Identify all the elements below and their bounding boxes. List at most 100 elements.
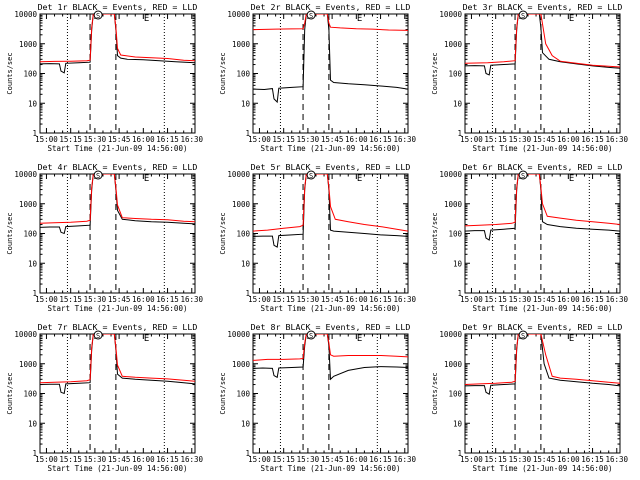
x-tick-label: 15:15 (59, 135, 82, 144)
y-tick-label: 10 (28, 259, 38, 268)
y-tick-label: 1000 (19, 200, 38, 209)
start-marker-label: S (96, 332, 100, 340)
end-marker-label: E (569, 174, 574, 184)
y-tick-label: 100 (236, 70, 250, 79)
end-marker-label: E (357, 174, 362, 184)
x-tick-label: 15:00 (460, 295, 483, 304)
y-axis-label: Counts/sec (6, 52, 14, 94)
x-tick-label: 16:00 (132, 295, 155, 304)
x-tick-label: 16:00 (345, 455, 368, 464)
y-axis-label: Counts/sec (6, 372, 14, 414)
y-tick-label: 10 (241, 99, 251, 108)
y-axis-label: Counts/sec (219, 52, 227, 94)
x-tick-label: 16:30 (605, 455, 628, 464)
end-marker-label: E (144, 14, 149, 24)
chart-panel: Det 4r BLACK = Events, RED = LLD 1 10 100 10… (6, 162, 204, 313)
x-axis-label: Start Time (21-Jun-09 14:56:00) (48, 464, 188, 473)
y-tick-label: 10 (241, 259, 251, 268)
start-marker (93, 10, 103, 20)
x-tick-label: 16:30 (605, 135, 628, 144)
x-tick-label: 15:30 (84, 455, 107, 464)
series-lld-line (40, 334, 195, 384)
plot-frame (464, 173, 621, 294)
y-tick-label: 1 (245, 449, 250, 458)
end-marker-label: E (357, 334, 362, 344)
y-tick-label: 10000 (439, 170, 462, 179)
x-tick-label: 15:00 (35, 135, 58, 144)
series-lld-line (465, 334, 620, 385)
y-tick-label: 1 (32, 129, 37, 138)
chart-title: Det 1r BLACK = Events, RED = LLD (38, 2, 198, 12)
y-tick-label: 1000 (232, 360, 251, 369)
x-tick-label: 15:45 (533, 455, 556, 464)
chart-panel: Det 1r BLACK = Events, RED = LLD 1 10 100 10… (6, 2, 204, 153)
x-tick-label: 16:15 (156, 455, 179, 464)
x-tick-label: 15:15 (484, 135, 507, 144)
x-tick-label: 16:00 (345, 135, 368, 144)
x-tick-label: 16:15 (369, 135, 392, 144)
y-tick-label: 1 (32, 449, 37, 458)
x-axis-label: Start Time (21-Jun-09 14:56:00) (473, 144, 613, 153)
series-events-line (465, 14, 620, 76)
start-marker (518, 330, 528, 340)
x-tick-label: 15:15 (59, 295, 82, 304)
y-tick-label: 10 (28, 419, 38, 428)
y-tick-label: 10 (453, 259, 463, 268)
y-tick-label: 10000 (439, 330, 462, 339)
y-tick-label: 1000 (19, 40, 38, 49)
start-marker (93, 330, 103, 340)
y-tick-label: 1 (457, 449, 462, 458)
x-tick-label: 16:15 (156, 135, 179, 144)
x-tick-label: 16:30 (180, 295, 203, 304)
y-tick-label: 100 (23, 70, 37, 79)
start-marker-label: S (309, 332, 313, 340)
y-tick-label: 10000 (439, 10, 462, 19)
x-tick-label: 16:15 (581, 455, 604, 464)
x-axis-label: Start Time (21-Jun-09 14:56:00) (473, 464, 613, 473)
end-marker-label: E (144, 174, 149, 184)
series-events-line (465, 334, 620, 395)
y-tick-label: 1 (245, 289, 250, 298)
series-events-line (253, 14, 408, 104)
series-lld-line (40, 174, 195, 224)
start-marker-label: S (521, 172, 525, 180)
chart-title: Det 3r BLACK = Events, RED = LLD (463, 2, 623, 12)
y-tick-label: 10000 (14, 10, 37, 19)
y-tick-label: 10000 (227, 10, 250, 19)
start-marker (518, 10, 528, 20)
start-marker (306, 10, 316, 20)
series-lld-line (40, 14, 195, 63)
series-events-line (253, 334, 408, 381)
chart-panel: Det 9r BLACK = Events, RED = LLD 1 10 100 10… (431, 322, 629, 473)
chart-title: Det 9r BLACK = Events, RED = LLD (463, 322, 623, 332)
y-tick-label: 1000 (444, 360, 463, 369)
x-tick-label: 16:00 (557, 455, 580, 464)
x-tick-label: 16:00 (132, 135, 155, 144)
y-tick-label: 1 (245, 129, 250, 138)
start-marker-label: S (96, 12, 100, 20)
chart-title: Det 2r BLACK = Events, RED = LLD (251, 2, 411, 12)
x-tick-label: 16:15 (581, 295, 604, 304)
x-tick-label: 15:00 (248, 455, 271, 464)
y-axis-label: Counts/sec (431, 372, 439, 414)
x-tick-label: 15:45 (108, 135, 131, 144)
y-tick-label: 10 (241, 419, 251, 428)
x-axis-label: Start Time (21-Jun-09 14:56:00) (261, 464, 401, 473)
x-tick-label: 15:00 (248, 135, 271, 144)
chart-panel: Det 3r BLACK = Events, RED = LLD 1 10 100 10… (431, 2, 629, 153)
start-marker (306, 330, 316, 340)
x-tick-label: 15:00 (460, 455, 483, 464)
end-marker-label: E (144, 334, 149, 344)
x-tick-label: 15:30 (84, 295, 107, 304)
chart-title: Det 7r BLACK = Events, RED = LLD (38, 322, 198, 332)
y-tick-label: 10 (453, 419, 463, 428)
y-tick-label: 100 (23, 390, 37, 399)
y-tick-label: 100 (236, 390, 250, 399)
y-tick-label: 10000 (227, 330, 250, 339)
series-lld-line (253, 334, 408, 361)
end-marker-label: E (569, 334, 574, 344)
x-tick-label: 16:30 (180, 135, 203, 144)
start-marker-label: S (521, 12, 525, 20)
chart-panel: Det 6r BLACK = Events, RED = LLD 1 10 100 10… (431, 162, 629, 313)
chart-title: Det 6r BLACK = Events, RED = LLD (463, 162, 623, 172)
